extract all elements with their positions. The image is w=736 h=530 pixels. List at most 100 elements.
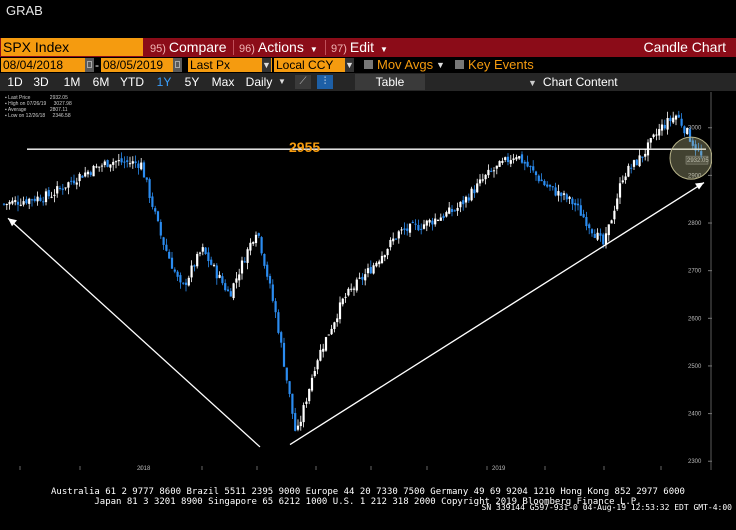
candle-body bbox=[378, 261, 381, 265]
candle-body bbox=[159, 222, 162, 236]
actions-button[interactable]: 96) Actions ▼ bbox=[239, 38, 318, 57]
period-1m[interactable]: 1M bbox=[63, 75, 81, 89]
start-date-field[interactable]: 08/04/2018 bbox=[1, 58, 85, 72]
candle-body bbox=[238, 274, 241, 281]
candle-chart-icon[interactable]: ⫶ bbox=[317, 75, 333, 89]
candle-body bbox=[89, 172, 92, 175]
candle-body bbox=[25, 199, 28, 204]
candle-body bbox=[324, 337, 328, 351]
footer-line-1: Australia 61 2 9777 8600 Brazil 5511 239… bbox=[51, 487, 685, 497]
candle-body bbox=[515, 157, 518, 160]
period-1y[interactable]: 1Y bbox=[156, 75, 172, 89]
key-events-checkbox[interactable] bbox=[455, 60, 464, 69]
candle-body bbox=[361, 276, 364, 280]
candle-body bbox=[590, 229, 594, 234]
candle-body bbox=[546, 184, 549, 187]
line-chart-icon[interactable]: ⟋ bbox=[295, 75, 311, 89]
candle-body bbox=[369, 267, 372, 274]
ticker-input[interactable]: SPX Index bbox=[1, 38, 143, 56]
candle-body bbox=[658, 129, 661, 136]
candle-body bbox=[414, 223, 417, 225]
candle-body bbox=[565, 194, 568, 200]
candle-body bbox=[411, 221, 414, 223]
candle-body bbox=[123, 161, 126, 163]
candle-body bbox=[669, 117, 672, 122]
candle-body bbox=[425, 220, 428, 226]
candle-body bbox=[680, 118, 683, 126]
candle-body bbox=[100, 165, 104, 167]
currency-select[interactable]: Local CCY bbox=[274, 58, 354, 72]
period-1d[interactable]: 1D bbox=[7, 75, 23, 89]
candle-body bbox=[271, 284, 274, 301]
candle-body bbox=[478, 179, 482, 184]
candle-body bbox=[19, 204, 22, 206]
period-ytd[interactable]: YTD bbox=[120, 75, 144, 89]
calendar-icon[interactable] bbox=[85, 58, 94, 72]
candle-body bbox=[72, 180, 76, 184]
end-date-field[interactable]: 08/05/2019 bbox=[101, 58, 173, 72]
candle-body bbox=[212, 264, 216, 266]
candle-body bbox=[168, 251, 171, 259]
chevron-down-icon[interactable]: ▼ bbox=[278, 77, 286, 86]
period-3d[interactable]: 3D bbox=[33, 75, 49, 89]
candle-body bbox=[372, 265, 375, 274]
candle-body bbox=[571, 198, 574, 205]
key-events-label[interactable]: Key Events bbox=[468, 57, 534, 72]
price-field-select[interactable]: Last Px bbox=[188, 58, 272, 72]
candle-body bbox=[534, 171, 538, 176]
candle-body bbox=[518, 156, 521, 159]
edit-button[interactable]: 97) Edit ▼ bbox=[331, 38, 388, 57]
candle-body bbox=[5, 204, 8, 206]
candle-body bbox=[512, 158, 515, 160]
table-button[interactable]: Table bbox=[355, 74, 425, 90]
candle-body bbox=[632, 160, 636, 167]
x-axis-ticks: AugSepOctNovDecJanFebMarAprMayJunJul2018… bbox=[19, 466, 662, 470]
candle-body bbox=[630, 167, 633, 169]
candle-body bbox=[366, 268, 370, 274]
candle-body bbox=[176, 271, 179, 277]
interval-select[interactable]: Daily bbox=[245, 75, 273, 89]
candle-body bbox=[92, 165, 95, 177]
chart-content-label: Chart Content bbox=[542, 75, 618, 89]
candle-body bbox=[179, 275, 182, 283]
mov-avgs-label[interactable]: Mov Avgs bbox=[377, 57, 434, 72]
candle-body bbox=[551, 186, 554, 188]
candle-body bbox=[2, 203, 6, 205]
chevron-down-icon[interactable]: ▼ bbox=[436, 60, 445, 70]
candle-body bbox=[28, 198, 31, 204]
candle-body bbox=[140, 162, 143, 170]
candle-body bbox=[95, 166, 98, 168]
candle-body bbox=[268, 276, 272, 284]
legend-label: Last Price bbox=[8, 95, 31, 101]
candle-body bbox=[126, 160, 129, 162]
candle-body bbox=[137, 163, 140, 168]
period-max[interactable]: Max bbox=[211, 75, 235, 89]
candle-body bbox=[75, 182, 78, 185]
level-annotation-label: 2955 bbox=[289, 139, 321, 155]
chart-content-button[interactable]: ▼ Chart Content bbox=[528, 73, 618, 92]
candle-body bbox=[666, 118, 669, 130]
candle-body bbox=[649, 138, 652, 143]
price-chart[interactable]: 230024002500260027002800290030002932.05 … bbox=[0, 92, 712, 470]
candle-body bbox=[495, 165, 498, 169]
candle-body bbox=[674, 115, 678, 120]
candle-body bbox=[431, 220, 434, 225]
chevron-down-icon[interactable]: ▼ bbox=[345, 58, 354, 72]
candle-body bbox=[47, 190, 50, 197]
candle-body bbox=[557, 191, 560, 196]
candle-body bbox=[428, 220, 431, 223]
period-6m[interactable]: 6M bbox=[92, 75, 110, 89]
period-5y[interactable]: 5Y bbox=[184, 75, 200, 89]
candle-body bbox=[635, 159, 638, 166]
candle-body bbox=[355, 279, 358, 291]
compare-button[interactable]: 95) Compare bbox=[150, 38, 227, 57]
calendar-icon[interactable] bbox=[173, 58, 182, 72]
candle-body bbox=[39, 197, 42, 201]
candle-body bbox=[492, 170, 496, 172]
legend-row: ▪ Low on 12/26/18 2346.58 bbox=[5, 113, 71, 119]
candle-body bbox=[481, 179, 484, 181]
chevron-down-icon[interactable]: ▼ bbox=[262, 58, 271, 72]
mov-avgs-checkbox[interactable] bbox=[364, 60, 373, 69]
candle-body bbox=[487, 169, 490, 176]
y-tick-label: 2700 bbox=[688, 269, 702, 275]
